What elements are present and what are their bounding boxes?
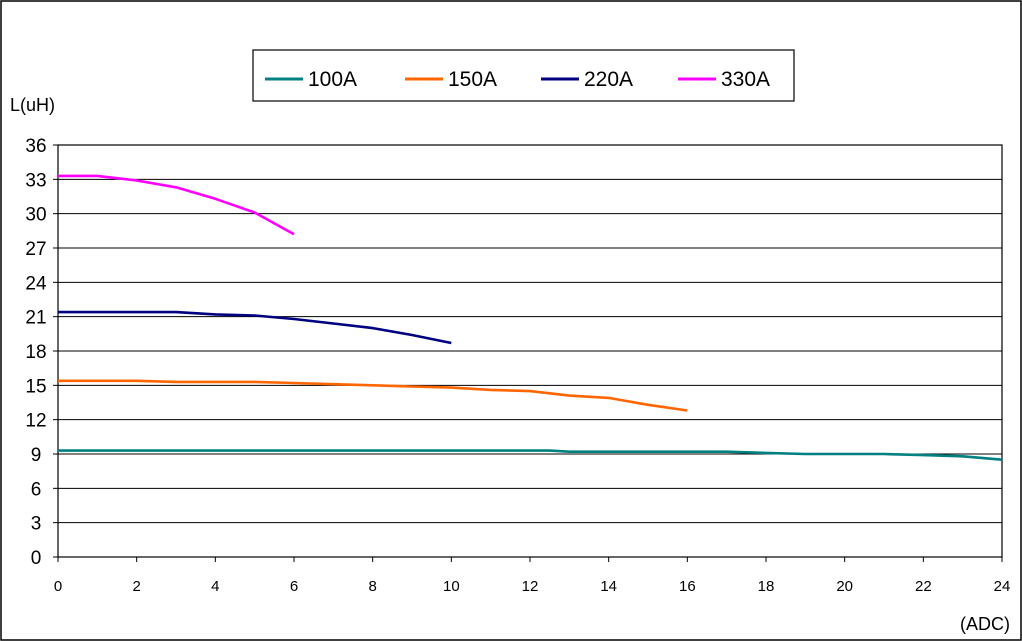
y-tick-label: 6	[31, 479, 42, 500]
y-tick-label: 30	[25, 205, 46, 226]
x-tick-label: 16	[679, 578, 696, 595]
y-tick-label: 3	[31, 514, 42, 535]
x-axis-label: (ADC)	[960, 614, 1010, 634]
x-tick-label: 20	[836, 578, 853, 595]
x-tick-label: 6	[290, 578, 298, 595]
x-tick-label: 0	[54, 578, 62, 595]
x-tick-label: 8	[368, 578, 376, 595]
series-line-330A	[58, 174, 295, 236]
series-lines	[58, 174, 1003, 461]
x-tick-label: 24	[994, 578, 1011, 595]
x-tick-label: 10	[443, 578, 460, 595]
legend-label-220A: 220A	[584, 68, 633, 91]
y-tick-label: 33	[25, 170, 46, 191]
x-tick-label: 12	[522, 578, 539, 595]
y-tick-label: 24	[25, 273, 47, 294]
x-tick-label: 2	[132, 578, 140, 595]
series-line-220A	[58, 310, 452, 345]
series-line-150A	[58, 379, 688, 412]
y-axis-label: L(uH)	[10, 95, 55, 115]
y-tick-label: 18	[25, 342, 46, 363]
y-tick-label: 36	[25, 136, 46, 157]
y-tick-label: 9	[31, 445, 42, 466]
legend-label-150A: 150A	[448, 68, 497, 91]
y-tick-label: 15	[25, 376, 46, 397]
legend-box	[252, 49, 795, 102]
y-tick-label: 12	[25, 411, 46, 432]
legend-label-330A: 330A	[721, 68, 770, 91]
series-line-100A	[58, 449, 1003, 461]
x-tick-label: 18	[758, 578, 775, 595]
x-tick-label: 22	[915, 578, 932, 595]
y-tick-label: 0	[31, 548, 42, 569]
gridlines	[53, 144, 1003, 562]
y-tick-label: 27	[25, 239, 46, 260]
legend-label-100A: 100A	[308, 68, 357, 91]
x-tick-label: 14	[600, 578, 617, 595]
x-tick-label: 4	[211, 578, 219, 595]
y-tick-label: 21	[25, 308, 46, 329]
legend: 100A 150A 220A 330A	[252, 49, 795, 102]
